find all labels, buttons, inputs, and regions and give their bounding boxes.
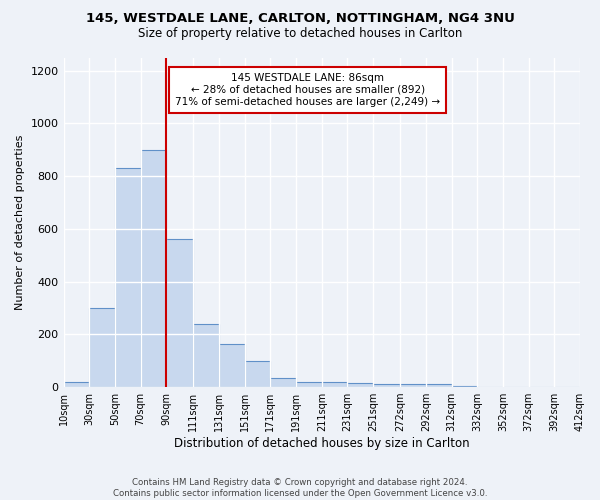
Bar — [64, 382, 89, 387]
Bar — [452, 386, 477, 387]
Text: Contains HM Land Registry data © Crown copyright and database right 2024.
Contai: Contains HM Land Registry data © Crown c… — [113, 478, 487, 498]
Bar — [115, 168, 140, 387]
Text: Size of property relative to detached houses in Carlton: Size of property relative to detached ho… — [138, 28, 462, 40]
Bar — [271, 378, 296, 387]
Bar — [426, 384, 452, 387]
Y-axis label: Number of detached properties: Number of detached properties — [15, 134, 25, 310]
Text: 145 WESTDALE LANE: 86sqm
← 28% of detached houses are smaller (892)
71% of semi-: 145 WESTDALE LANE: 86sqm ← 28% of detach… — [175, 74, 440, 106]
Bar — [373, 384, 400, 387]
Bar — [245, 360, 271, 387]
Bar — [89, 308, 115, 387]
Bar — [193, 324, 219, 387]
Bar — [166, 240, 193, 387]
Bar — [219, 344, 245, 387]
Bar — [296, 382, 322, 387]
Bar — [400, 384, 426, 387]
Bar — [322, 382, 347, 387]
Bar — [140, 150, 166, 387]
Text: 145, WESTDALE LANE, CARLTON, NOTTINGHAM, NG4 3NU: 145, WESTDALE LANE, CARLTON, NOTTINGHAM,… — [86, 12, 514, 26]
X-axis label: Distribution of detached houses by size in Carlton: Distribution of detached houses by size … — [174, 437, 470, 450]
Bar — [347, 383, 373, 387]
